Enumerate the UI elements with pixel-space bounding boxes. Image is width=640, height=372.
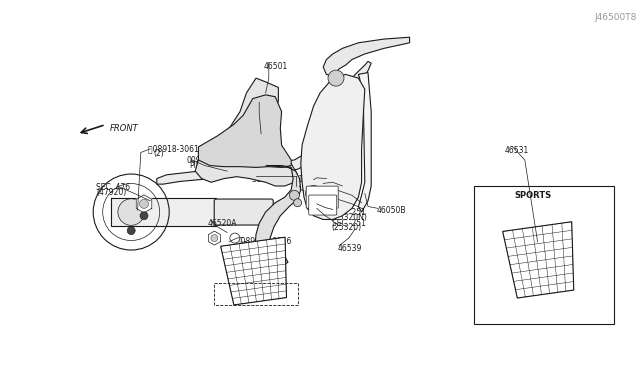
Circle shape <box>140 199 148 208</box>
Text: FRONT: FRONT <box>110 124 139 133</box>
Text: 46501: 46501 <box>264 62 288 71</box>
Polygon shape <box>195 78 298 186</box>
Polygon shape <box>221 237 287 305</box>
FancyBboxPatch shape <box>214 199 273 225</box>
Circle shape <box>289 190 300 200</box>
Text: (25320N): (25320N) <box>332 213 367 222</box>
Circle shape <box>328 70 344 86</box>
Text: J46500T8: J46500T8 <box>595 13 637 22</box>
Polygon shape <box>111 198 216 226</box>
Text: 00923-1081A: 00923-1081A <box>187 156 238 165</box>
Polygon shape <box>301 74 365 219</box>
Circle shape <box>211 235 218 241</box>
Text: 46520A: 46520A <box>208 219 237 228</box>
Text: SEC. 476: SEC. 476 <box>96 183 130 192</box>
FancyBboxPatch shape <box>308 195 337 215</box>
Text: SPORTS: SPORTS <box>515 191 552 200</box>
Polygon shape <box>502 222 573 298</box>
Text: (25125E): (25125E) <box>304 193 339 202</box>
Text: ⑈​08911-10816: ⑈​08911-10816 <box>236 236 291 245</box>
Text: ⑈0​8918-3061A: ⑈0​8918-3061A <box>148 144 205 153</box>
Circle shape <box>140 212 148 220</box>
Polygon shape <box>209 231 220 245</box>
Text: (2): (2) <box>154 149 164 158</box>
Text: 46531: 46531 <box>255 103 279 112</box>
Text: 46531: 46531 <box>504 146 529 155</box>
Text: SEC. 251(25125E): SEC. 251(25125E) <box>252 175 320 184</box>
Polygon shape <box>157 61 371 184</box>
Text: SEC. 251: SEC. 251 <box>304 189 338 198</box>
Text: (25320): (25320) <box>332 223 362 232</box>
Circle shape <box>118 199 145 225</box>
Circle shape <box>306 185 321 202</box>
Circle shape <box>230 233 240 243</box>
Polygon shape <box>198 95 291 167</box>
Circle shape <box>308 195 319 207</box>
Text: SEC. 251: SEC. 251 <box>332 219 365 228</box>
Text: 46539: 46539 <box>337 244 362 253</box>
Polygon shape <box>358 73 371 212</box>
Text: (1): (1) <box>241 241 252 250</box>
Text: SEC. 251: SEC. 251 <box>332 208 365 217</box>
Text: (47920): (47920) <box>96 188 126 197</box>
Polygon shape <box>323 37 410 76</box>
Text: 46050B: 46050B <box>376 206 406 215</box>
Circle shape <box>294 199 301 207</box>
Text: PIN(15): PIN(15) <box>189 161 217 170</box>
FancyBboxPatch shape <box>306 186 338 208</box>
Polygon shape <box>136 195 152 213</box>
Circle shape <box>127 227 135 235</box>
Polygon shape <box>255 166 301 268</box>
